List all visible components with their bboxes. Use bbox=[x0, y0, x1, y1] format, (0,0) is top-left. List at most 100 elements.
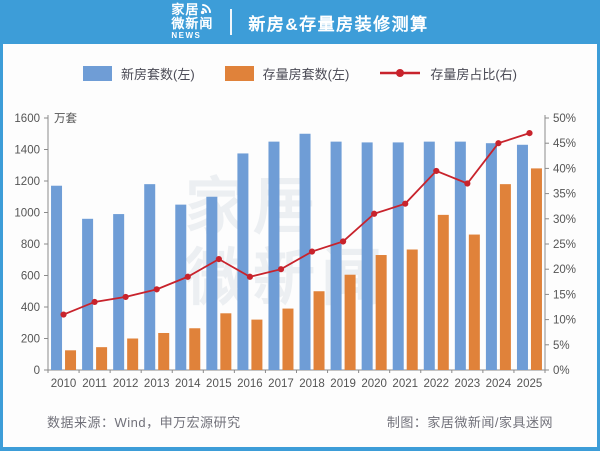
bar-existing-homes-2020 bbox=[375, 255, 387, 370]
logo-text-line1: 家居 bbox=[171, 2, 200, 18]
x-label-2023: 2023 bbox=[455, 378, 481, 390]
y-label-left-0: 0 bbox=[34, 365, 40, 377]
bar-existing-homes-2018 bbox=[313, 291, 325, 370]
bar-new-homes-2021 bbox=[392, 142, 404, 370]
chart-panel: 家居 微新闻 新房套数(左) 存量房套数(左) 存量房占比(右) 0 200 400… bbox=[3, 44, 597, 447]
y-label-right-40: 40% bbox=[553, 163, 576, 175]
x-label-2024: 2024 bbox=[486, 378, 512, 390]
bar-new-homes-2020 bbox=[361, 142, 373, 370]
y-label-left-200: 200 bbox=[21, 334, 40, 346]
bar-new-homes-2010 bbox=[51, 185, 63, 370]
legend-item-ratio: 存量房占比(右) bbox=[379, 64, 517, 83]
bar-new-homes-2011 bbox=[82, 218, 94, 370]
bar-existing-homes-2014 bbox=[189, 328, 201, 370]
chart-svg: 0 200 400 600 800 1000 1200 1400 1600 万套 0% 5% 10% 15… bbox=[14, 112, 576, 390]
ratio-dot-2010 bbox=[60, 311, 67, 318]
logo-text-line2: 微新闻 bbox=[171, 16, 214, 32]
bar-new-homes-2017 bbox=[268, 141, 280, 370]
chart-legend: 新房套数(左) 存量房套数(左) 存量房占比(右) bbox=[3, 44, 597, 102]
y-label-left-1000: 1000 bbox=[14, 208, 40, 220]
x-label-2025: 2025 bbox=[517, 378, 543, 390]
ratio-dot-2011 bbox=[91, 298, 98, 306]
legend-swatch-new-homes bbox=[82, 65, 112, 81]
ratio-dot-2022 bbox=[433, 167, 440, 175]
header-bar: 家居 微新闻 NEWS 新房&存量房装修测算 bbox=[3, 0, 597, 44]
y-label-right-25: 25% bbox=[553, 239, 576, 251]
legend-swatch-ratio-line bbox=[380, 69, 421, 77]
brand-logo: 家居 微新闻 NEWS bbox=[171, 3, 214, 41]
bar-new-homes-2023 bbox=[454, 141, 466, 370]
bar-new-homes-2016 bbox=[237, 153, 249, 370]
ratio-dot-2025 bbox=[526, 130, 533, 137]
y-label-left-600: 600 bbox=[21, 271, 40, 283]
y-label-left-1600: 1600 bbox=[14, 113, 40, 125]
bar-existing-homes-2015 bbox=[220, 313, 232, 370]
ratio-line bbox=[63, 132, 530, 316]
y-label-right-10: 10% bbox=[553, 315, 576, 327]
x-label-2012: 2012 bbox=[113, 378, 139, 390]
x-label-2010: 2010 bbox=[51, 378, 77, 390]
header-divider bbox=[230, 9, 233, 35]
ratio-dot-2013 bbox=[153, 286, 160, 293]
y-label-left-1400: 1400 bbox=[14, 145, 40, 157]
logo-text-news: NEWS bbox=[171, 31, 202, 41]
chart-area: 0 200 400 600 800 1000 1200 1400 1600 万套 0% 5% 10% 15… bbox=[3, 102, 597, 402]
y-label-right-45: 45% bbox=[553, 138, 576, 150]
bar-existing-homes-2022 bbox=[437, 214, 449, 370]
ratio-dot-2017 bbox=[277, 266, 285, 273]
bar-existing-homes-2012 bbox=[127, 338, 139, 370]
x-label-2013: 2013 bbox=[144, 378, 170, 390]
bar-existing-homes-2024 bbox=[499, 184, 511, 370]
y-label-right-5: 5% bbox=[553, 340, 570, 352]
bar-existing-homes-2021 bbox=[406, 249, 418, 370]
legend-label-existing-homes: 存量房套数(左) bbox=[262, 66, 350, 82]
y-label-left-400: 400 bbox=[21, 302, 40, 314]
ratio-dot-2016 bbox=[246, 273, 254, 280]
legend-label-ratio: 存量房占比(右) bbox=[430, 66, 517, 82]
bar-new-homes-2015 bbox=[206, 196, 218, 370]
x-label-2017: 2017 bbox=[268, 378, 294, 390]
x-label-2014: 2014 bbox=[175, 378, 201, 390]
y-label-right-20: 20% bbox=[553, 264, 576, 276]
x-label-2016: 2016 bbox=[237, 378, 263, 390]
bar-new-homes-2019 bbox=[330, 141, 342, 370]
bar-existing-homes-2025 bbox=[530, 168, 542, 370]
bar-existing-homes-2013 bbox=[158, 332, 170, 370]
x-label-2011: 2011 bbox=[82, 378, 107, 390]
y-label-left-1200: 1200 bbox=[14, 176, 40, 188]
y-label-left-800: 800 bbox=[21, 239, 40, 251]
page-title: 新房&存量房装修测算 bbox=[248, 14, 429, 34]
x-label-2022: 2022 bbox=[423, 378, 449, 390]
left-axis-unit-label: 万套 bbox=[54, 112, 77, 125]
bar-new-homes-2024 bbox=[485, 143, 497, 370]
ratio-dot-2021 bbox=[402, 200, 409, 207]
bar-existing-homes-2010 bbox=[65, 350, 77, 370]
x-label-2019: 2019 bbox=[330, 378, 356, 390]
ratio-dot-2014 bbox=[184, 273, 191, 280]
x-label-2015: 2015 bbox=[206, 378, 232, 390]
credit-text: 制图：家居微新闻/家具迷网 bbox=[386, 415, 553, 430]
ratio-dot-2018 bbox=[308, 248, 316, 255]
y-label-right-15: 15% bbox=[553, 289, 576, 301]
broadcast-signal-icon bbox=[200, 1, 214, 15]
bar-existing-homes-2019 bbox=[344, 274, 356, 370]
ratio-dot-2024 bbox=[495, 140, 502, 147]
bar-existing-homes-2023 bbox=[468, 234, 480, 370]
bar-existing-homes-2016 bbox=[251, 319, 263, 370]
legend-item-existing-homes: 存量房套数(左) bbox=[224, 64, 350, 83]
bar-new-homes-2022 bbox=[423, 141, 435, 370]
ratio-dot-2012 bbox=[122, 293, 129, 301]
bar-new-homes-2014 bbox=[175, 204, 187, 370]
ratio-dot-2019 bbox=[339, 238, 347, 245]
legend-swatch-existing-homes bbox=[224, 65, 254, 81]
bar-new-homes-2018 bbox=[299, 133, 311, 370]
x-label-2020: 2020 bbox=[361, 378, 387, 390]
y-label-right-0: 0% bbox=[553, 365, 570, 377]
bar-existing-homes-2011 bbox=[96, 347, 108, 370]
bar-existing-homes-2017 bbox=[282, 308, 294, 370]
y-label-right-50: 50% bbox=[553, 113, 576, 125]
x-label-2021: 2021 bbox=[392, 378, 418, 390]
ratio-dot-2015 bbox=[215, 256, 222, 263]
y-label-right-30: 30% bbox=[553, 214, 576, 226]
